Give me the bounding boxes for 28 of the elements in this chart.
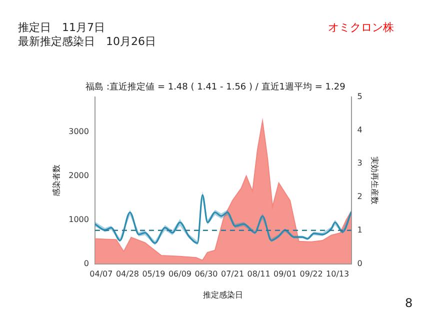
text: 8 bbox=[405, 296, 413, 310]
x-tick-label: 09/01 bbox=[274, 270, 297, 279]
text: オミクロン株 bbox=[328, 20, 394, 35]
text: 最新推定感染日 10月26日 bbox=[18, 34, 156, 49]
x-tick-label: 09/22 bbox=[300, 270, 323, 279]
chart-title: 福島 :直近推定値 = 1.48 ( 1.41 - 1.56 ) / 直近1週平均 = 1.29 bbox=[86, 82, 346, 93]
y2-tick-label: 3 bbox=[357, 158, 362, 168]
y2-tick-label: 5 bbox=[357, 92, 362, 101]
y2-tick-label: 1 bbox=[357, 225, 362, 234]
y2-tick-label: 4 bbox=[357, 125, 362, 134]
x-tick-label: 07/21 bbox=[220, 270, 244, 279]
y-tick-label: 1000 bbox=[68, 214, 89, 224]
y-tick-label: 2000 bbox=[68, 170, 89, 180]
x-tick-label: 04/28 bbox=[116, 270, 140, 279]
y2-axis-title: 実効再生産数 bbox=[370, 156, 380, 204]
x-tick-label: 06/30 bbox=[194, 270, 218, 279]
x-tick-label: 10/13 bbox=[326, 270, 350, 279]
y-tick-label: 3000 bbox=[68, 127, 89, 136]
y2-tick-label: 2 bbox=[357, 192, 362, 202]
y-axis-title: 感染者数 bbox=[52, 164, 61, 196]
x-tick-label: 05/19 bbox=[142, 270, 166, 279]
x-axis-title: 推定感染日 bbox=[203, 290, 244, 300]
x-tick-label: 06/09 bbox=[168, 270, 192, 279]
y-tick-label: 0 bbox=[84, 258, 89, 268]
text: 推定日 11月7日 bbox=[18, 20, 105, 35]
x-tick-label: 04/07 bbox=[90, 270, 113, 279]
y2-tick-label: 0 bbox=[357, 258, 362, 268]
x-tick-label: 08/11 bbox=[247, 270, 270, 279]
